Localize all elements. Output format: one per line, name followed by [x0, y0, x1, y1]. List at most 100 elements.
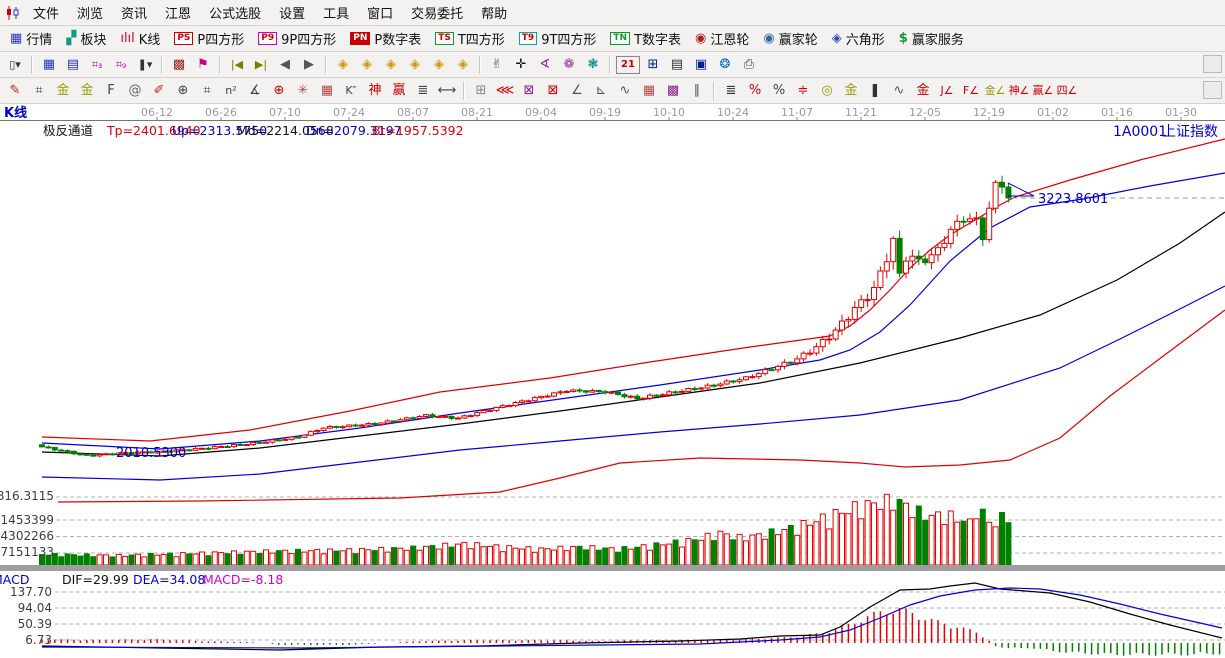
draw-percent-channel-button[interactable]: ≑	[797, 82, 809, 98]
menu-browse[interactable]: 浏览	[77, 7, 104, 22]
market-toolbar-sectors[interactable]: ▞ 板块	[59, 29, 113, 48]
draw-angle-shen-button[interactable]: 神∠	[1008, 83, 1030, 97]
menu-trade-entrust[interactable]: 交易委托	[411, 7, 464, 22]
draw-candle-edit-button[interactable]: ❚	[869, 82, 881, 98]
std-save-button[interactable]: ▣	[694, 56, 708, 72]
std-expand-all-button[interactable]: ◈	[434, 56, 444, 72]
draw-mirror-angle-button[interactable]: ∡	[249, 82, 261, 98]
draw-angle-f-button[interactable]: F∠	[962, 83, 980, 97]
draw-box-tool-button[interactable]: ⊞	[475, 82, 487, 98]
draw-percent-lines-button[interactable]: %	[748, 82, 762, 98]
draw-ray-lines-button[interactable]: ∠	[571, 82, 583, 98]
draw-fan-box-button[interactable]: ⊠	[523, 82, 535, 98]
std-first-bar-button[interactable]: |◀	[230, 57, 244, 71]
std-next-bar-button[interactable]: ▶	[304, 56, 314, 72]
menu-file[interactable]: 文件	[33, 7, 60, 22]
draw-gold-circle-button[interactable]: ◎	[821, 82, 833, 98]
menu-settings[interactable]: 设置	[279, 7, 306, 22]
draw-gold-channel-1-button[interactable]: 金	[56, 82, 70, 98]
std-gann-shape-button[interactable]: ❁	[563, 56, 575, 72]
draw-gold-hline-button[interactable]: 金	[844, 82, 858, 98]
market-toolbar-9t-square[interactable]: T9 9T四方形	[512, 29, 604, 48]
std-shrink-x-button[interactable]: ◈	[410, 56, 420, 72]
market-toolbar-p-number-table[interactable]: PN P数字表	[343, 29, 428, 48]
std-network-button[interactable]: ❂	[719, 56, 731, 72]
draw-angle-gold-button[interactable]: 金∠	[984, 83, 1006, 97]
draw-parallel-lines-button[interactable]: ∥	[693, 82, 701, 98]
menu-gann[interactable]: 江恩	[165, 7, 192, 22]
std-p9-bars-button[interactable]: ⌗₉	[115, 57, 127, 71]
std-notepad-button[interactable]: ▤	[670, 56, 684, 72]
menu-news[interactable]: 资讯	[121, 7, 148, 22]
draw-circle-gauge-button[interactable]: ⊕	[177, 82, 189, 98]
market-toolbar-winner-wheel[interactable]: ◉ 赢家轮	[756, 29, 824, 48]
draw-web-box-button[interactable]: ▦	[320, 82, 334, 98]
market-toolbar-t-number-table[interactable]: TN T数字表	[603, 29, 688, 48]
std-p3-bars-button[interactable]: ⌗₃	[91, 57, 103, 71]
draw-scale-tool-button[interactable]: ≣	[725, 82, 737, 98]
draw-web-star-button[interactable]: ✳	[297, 82, 309, 98]
draw-hatch-lines-button[interactable]: ⌗	[35, 82, 43, 98]
std-minute-chart-button[interactable]: ▦	[42, 56, 56, 72]
market-toolbar-winner-service[interactable]: $ 赢家服务	[892, 29, 971, 48]
draw-grid-red-button[interactable]: ▦	[642, 82, 656, 98]
menu-tools[interactable]: 工具	[323, 7, 350, 22]
security-name[interactable]: 上证指数	[1162, 124, 1218, 140]
std-reset-view-button[interactable]: ◈	[458, 56, 468, 72]
indicator-name[interactable]: 极反通道	[43, 123, 94, 138]
draw-width-arrow-button[interactable]: ⟷	[437, 82, 457, 98]
menu-help[interactable]: 帮助	[481, 7, 508, 22]
menu-window[interactable]: 窗口	[367, 7, 394, 22]
draw-n-square-button[interactable]: n²	[225, 83, 237, 97]
draw-spiral-button[interactable]: @	[128, 82, 142, 98]
std-period-dropdown-button[interactable]: ▯▾	[9, 57, 21, 71]
draw-fan-red-button[interactable]: ⋘	[495, 82, 515, 98]
macd-title[interactable]: MACD	[0, 572, 29, 587]
draw-gold-channel-2-button[interactable]: 金	[80, 82, 94, 98]
draw-ruler-123-button[interactable]: ≣	[417, 82, 429, 98]
std-paint-bars-button[interactable]: ⚑	[197, 56, 209, 72]
std-angle-measure-button[interactable]: ∢	[539, 56, 551, 72]
draw-angle-j-button[interactable]: J∠	[940, 83, 954, 97]
market-toolbar-p-square[interactable]: PS P四方形	[167, 29, 251, 48]
draw-shen-line-button[interactable]: 神	[368, 82, 382, 98]
toolbar-overflow-stub-2[interactable]	[1203, 81, 1222, 99]
std-calendar-button[interactable]: 21	[616, 55, 640, 74]
std-zoom-in-x-button[interactable]: ◈	[362, 56, 372, 72]
draw-grid-purple-button[interactable]: ▩	[666, 82, 680, 98]
std-calculator-button[interactable]: ⊞	[647, 56, 659, 72]
draw-f-line-button[interactable]: F	[107, 82, 115, 98]
draw-fan-box-red-button[interactable]: ⊠	[547, 82, 559, 98]
security-code[interactable]: 1A0001	[1113, 124, 1167, 140]
std-pattern-search-button[interactable]: ▩	[172, 56, 186, 72]
kline-chart[interactable]: K线 06-12 06-26 07-10 07-24 08-07 08-21 09-04 09…	[0, 104, 1225, 658]
std-info-list-button[interactable]: ▤	[66, 56, 80, 72]
draw-hatch-lines-2-button[interactable]: ⌗	[203, 82, 211, 98]
draw-gold-red-line-button[interactable]: 金	[916, 82, 930, 98]
market-toolbar-t-square[interactable]: TS T四方形	[428, 29, 512, 48]
market-toolbar-kline[interactable]: ılıl K线	[113, 29, 167, 48]
market-toolbar-quotes[interactable]: ▦ 行情	[3, 29, 59, 48]
toolbar-overflow-stub[interactable]	[1203, 55, 1222, 73]
std-zoom-out-x-button[interactable]: ◈	[338, 56, 348, 72]
draw-percent-button[interactable]: %	[772, 82, 786, 98]
draw-ray-lines-2-button[interactable]: ⊾	[595, 82, 607, 98]
market-toolbar-gann-wheel[interactable]: ◉ 江恩轮	[688, 29, 756, 48]
draw-brush-button[interactable]: ✐	[153, 82, 165, 98]
std-mind-shape-button[interactable]: ❃	[587, 56, 599, 72]
std-crosshair-tool-button[interactable]: ✛	[515, 56, 527, 72]
draw-circle-cross-button[interactable]: ⊕	[273, 82, 285, 98]
std-last-bar-button[interactable]: ▶|	[254, 57, 268, 71]
draw-zigzag-button[interactable]: ∿	[619, 82, 631, 98]
draw-k-mark-button[interactable]: K″	[345, 83, 357, 97]
pane-divider[interactable]	[0, 565, 1225, 571]
std-candle-style-dropdown-button[interactable]: ❚▾	[137, 57, 153, 71]
std-print-button[interactable]: ⎙	[743, 56, 755, 72]
draw-angle-si-button[interactable]: 四∠	[1056, 83, 1078, 97]
draw-ying-line-button[interactable]: 赢	[392, 82, 406, 98]
std-expand-x-button[interactable]: ◈	[386, 56, 396, 72]
period-label[interactable]: K线	[4, 105, 27, 121]
std-hand-tool-button[interactable]: ✌	[491, 56, 503, 72]
draw-angle-ying-button[interactable]: 赢∠	[1032, 83, 1054, 97]
std-prev-bar-button[interactable]: ◀	[280, 56, 290, 72]
